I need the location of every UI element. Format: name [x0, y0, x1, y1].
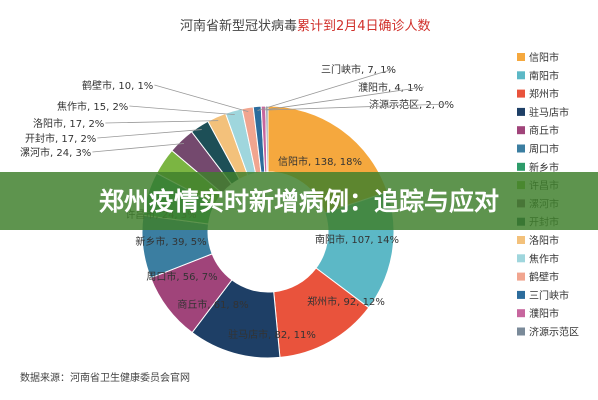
leader-line-14 — [263, 86, 425, 111]
leader-line-9 — [97, 129, 202, 139]
source-note: 数据来源：河南省卫生健康委员会官网 — [20, 371, 190, 384]
legend-swatch-3 — [517, 107, 525, 116]
legend-swatch-0 — [517, 53, 525, 61]
chart-title-part2: 累计到2月4日确诊人数 — [297, 19, 431, 34]
legend-swatch-12 — [517, 272, 525, 281]
leader-line-8 — [92, 143, 185, 153]
slice-label-11: 焦作市, 15, 2% — [57, 100, 128, 113]
leader-line-10 — [105, 120, 219, 124]
legend-swatch-6 — [517, 162, 525, 171]
slice-label-12: 鹤壁市, 10, 1% — [82, 79, 153, 92]
legend-label-12: 鹤壁市 — [529, 271, 559, 284]
headline-banner-text: 郑州疫情实时新增病例：追踪与应对 — [99, 187, 499, 216]
legend-label-3: 驻马店市 — [529, 106, 569, 119]
slice-label-5: 周口市, 56, 7% — [146, 270, 217, 283]
legend-label-1: 南阳市 — [529, 69, 559, 82]
slice-label-8: 漯河市, 24, 3% — [20, 146, 91, 159]
legend-swatch-11 — [517, 254, 525, 263]
headline-banner: 郑州疫情实时新增病例：追踪与应对 — [0, 172, 598, 230]
legend-label-5: 周口市 — [529, 143, 559, 156]
legend-swatch-10 — [517, 236, 525, 244]
slice-label-10: 洛阳市, 17, 2% — [33, 117, 104, 130]
chart-title-part1: 河南省新型冠状病毒 — [180, 18, 297, 34]
legend-label-4: 商丘市 — [529, 124, 559, 137]
legend-label-15: 济源示范区 — [529, 326, 579, 339]
legend-swatch-15 — [517, 327, 525, 336]
slice-label-15: 济源示范区, 2, 0% — [369, 98, 454, 111]
legend-label-11: 焦作市 — [529, 252, 559, 265]
legend-swatch-2 — [517, 89, 525, 98]
legend-label-6: 新乡市 — [529, 161, 559, 174]
legend-swatch-4 — [517, 126, 525, 135]
slice-label-6: 新乡市, 39, 5% — [135, 235, 206, 248]
slice-label-0: 信阳市, 138, 18% — [278, 155, 362, 168]
legend-swatch-1 — [517, 71, 525, 80]
slice-label-9: 开封市, 17, 2% — [25, 132, 96, 145]
slice-label-2: 郑州市, 92, 12% — [307, 295, 385, 308]
slice-label-4: 商丘市, 61, 8% — [177, 298, 248, 311]
legend-swatch-5 — [517, 144, 525, 153]
chart-title: 河南省新型冠状病毒累计到2月4日确诊人数 — [180, 18, 431, 34]
leader-line-11 — [129, 105, 235, 116]
legend-label-13: 三门峡市 — [529, 289, 569, 302]
legend-label-14: 濮阳市 — [529, 307, 559, 320]
slice-label-1: 南阳市, 107, 14% — [315, 233, 399, 246]
legend-label-2: 郑州市 — [529, 88, 559, 101]
slice-label-3: 驻马店市, 82, 11% — [228, 328, 316, 341]
legend-label-10: 洛阳市 — [529, 234, 559, 247]
leader-line-15 — [266, 103, 448, 111]
slice-label-13: 三门峡市, 7, 1% — [321, 63, 396, 76]
legend-swatch-13 — [517, 290, 525, 299]
slice-label-14: 濮阳市, 4, 1% — [358, 81, 423, 94]
leader-line-12 — [154, 84, 249, 112]
leader-line-13 — [257, 68, 394, 111]
legend-swatch-14 — [517, 309, 525, 318]
legend-label-0: 信阳市 — [529, 51, 559, 64]
headline-banner-bg — [0, 172, 598, 230]
